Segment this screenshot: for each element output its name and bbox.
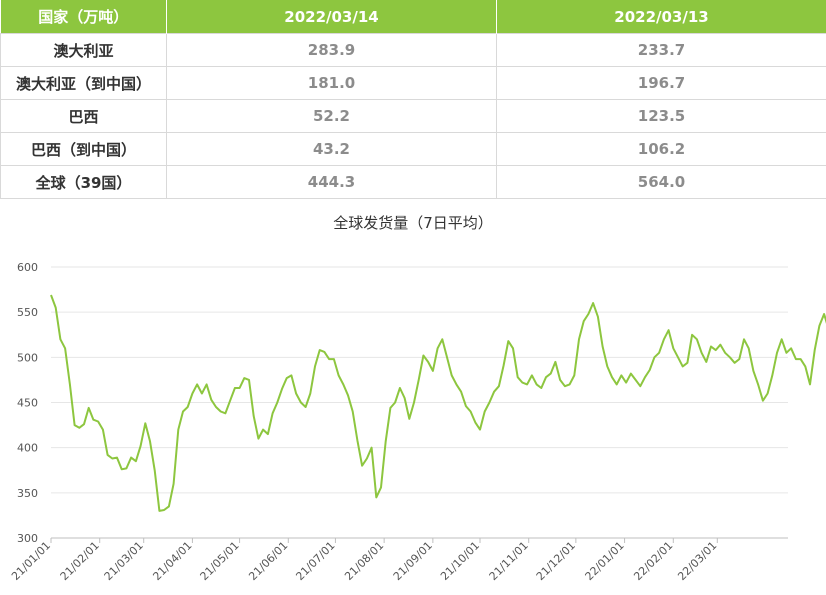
row-value-2: 196.7	[496, 66, 826, 100]
chart-title: 全球发货量（7日平均）	[333, 214, 493, 232]
table-row: 全球（39国） 444.3 564.0	[0, 165, 826, 199]
row-name: 澳大利亚（到中国）	[0, 66, 167, 100]
shipment-table: 国家（万吨） 2022/03/14 2022/03/13 澳大利亚 283.9 …	[0, 0, 826, 199]
chart-area	[0, 199, 826, 595]
header-country: 国家（万吨）	[0, 0, 167, 34]
row-value-1: 181.0	[166, 66, 497, 100]
row-value-2: 123.5	[496, 99, 826, 133]
row-value-1: 52.2	[166, 99, 497, 133]
table-row: 澳大利亚 283.9 233.7	[0, 33, 826, 67]
table-row: 巴西（到中国） 43.2 106.2	[0, 132, 826, 166]
row-value-2: 564.0	[496, 165, 826, 199]
row-value-1: 283.9	[166, 33, 497, 67]
header-date-1: 2022/03/14	[166, 0, 497, 34]
row-value-1: 43.2	[166, 132, 497, 166]
table-header-row: 国家（万吨） 2022/03/14 2022/03/13	[0, 0, 826, 34]
table-row: 澳大利亚（到中国） 181.0 196.7	[0, 66, 826, 100]
table-row: 巴西 52.2 123.5	[0, 99, 826, 133]
row-name: 澳大利亚	[0, 33, 167, 67]
header-date-2: 2022/03/13	[496, 0, 826, 34]
row-value-1: 444.3	[166, 165, 497, 199]
row-name: 全球（39国）	[0, 165, 167, 199]
row-value-2: 233.7	[496, 33, 826, 67]
row-value-2: 106.2	[496, 132, 826, 166]
row-name: 巴西（到中国）	[0, 132, 167, 166]
row-name: 巴西	[0, 99, 167, 133]
